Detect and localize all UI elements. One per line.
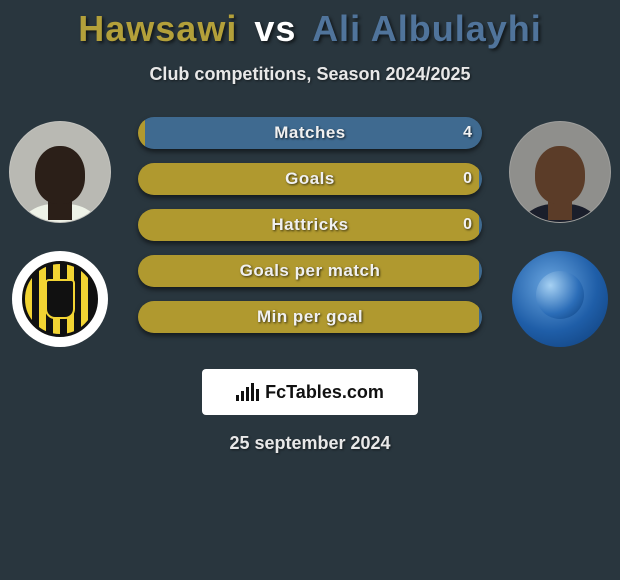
stat-label: Hattricks: [138, 209, 482, 241]
player2-club-logo: [512, 251, 608, 347]
chart-icon: [236, 383, 259, 401]
branding-badge: FcTables.com: [202, 369, 418, 415]
subtitle: Club competitions, Season 2024/2025: [0, 64, 620, 85]
stat-bars: Matches4Goals0Hattricks0Goals per matchM…: [138, 117, 482, 347]
stat-value-left: [138, 301, 158, 333]
stat-row: Matches4: [138, 117, 482, 149]
stat-row: Goals0: [138, 163, 482, 195]
player1-silhouette: [20, 140, 100, 223]
stat-value-left: [138, 163, 158, 195]
stat-value-left: [138, 209, 158, 241]
stat-label: Goals: [138, 163, 482, 195]
player2-name: Ali Albulayhi: [312, 8, 542, 49]
stat-row: Hattricks0: [138, 209, 482, 241]
comparison-panel: Matches4Goals0Hattricks0Goals per matchM…: [0, 117, 620, 357]
stat-value-right: 0: [453, 209, 482, 241]
date-text: 25 september 2024: [0, 433, 620, 454]
player1-avatar: [9, 121, 111, 223]
stat-value-right: [462, 301, 482, 333]
player2-silhouette: [520, 140, 600, 223]
branding-text: FcTables.com: [265, 382, 384, 403]
stat-value-right: 4: [453, 117, 482, 149]
stat-label: Goals per match: [138, 255, 482, 287]
player1-name: Hawsawi: [78, 8, 237, 49]
stat-label: Matches: [138, 117, 482, 149]
stat-value-right: 0: [453, 163, 482, 195]
stat-value-left: [138, 117, 158, 149]
vs-text: vs: [254, 8, 296, 49]
stat-label: Min per goal: [138, 301, 482, 333]
stat-row: Min per goal: [138, 301, 482, 333]
player2-avatar: [509, 121, 611, 223]
player1-club-logo: [12, 251, 108, 347]
stat-value-right: [462, 255, 482, 287]
comparison-title: Hawsawi vs Ali Albulayhi: [0, 0, 620, 50]
stat-row: Goals per match: [138, 255, 482, 287]
stat-value-left: [138, 255, 158, 287]
